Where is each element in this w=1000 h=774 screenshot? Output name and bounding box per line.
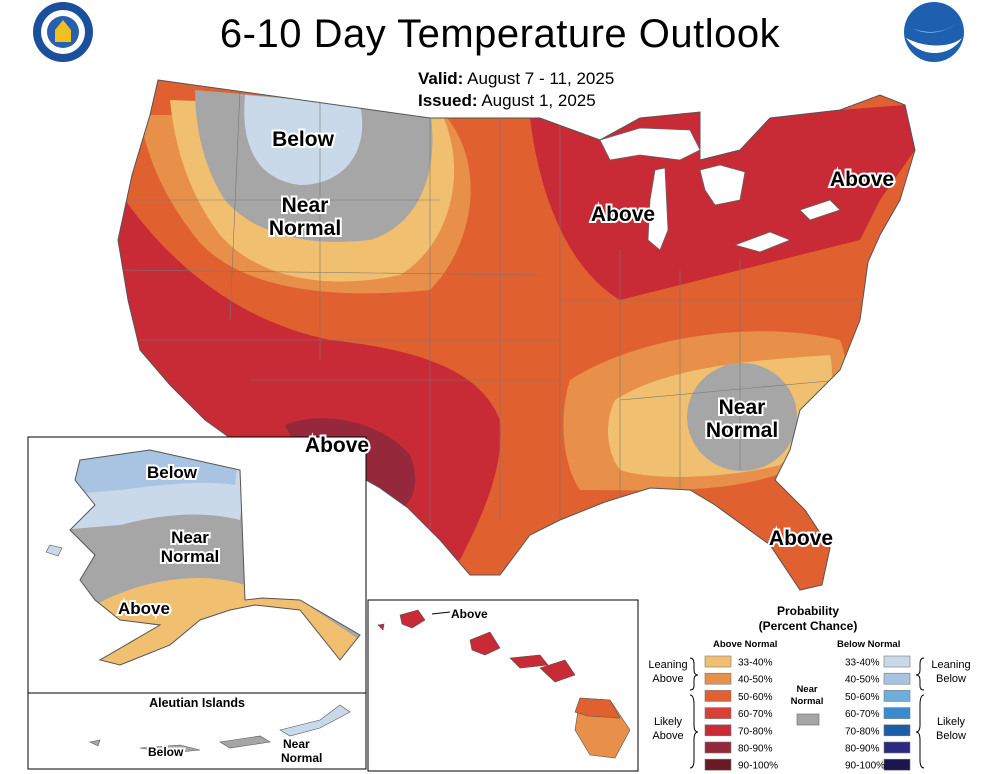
legend-leaning-above-2: Above	[652, 673, 683, 685]
conus-label-near-1: Near	[282, 194, 329, 217]
legend-above-range-6: 80-90%	[738, 744, 773, 755]
legend-above-range-2: 40-50%	[738, 675, 773, 686]
conus-label-normal-2: Normal	[706, 419, 778, 442]
legend-above-range-5: 70-80%	[738, 726, 773, 737]
alaska-label-near: Near	[171, 528, 209, 547]
legend-below-swatch-1	[883, 655, 911, 668]
legend-above-swatch-3	[704, 690, 732, 702]
conus-label-below: Below	[272, 128, 335, 151]
legend-below-range-1: 33-40%	[845, 658, 880, 669]
legend-above-swatch-5	[704, 724, 732, 737]
conus-label-normal-1: Normal	[269, 217, 341, 240]
legend-below-swatch-7	[883, 758, 911, 771]
department-of-commerce-seal-icon	[33, 2, 93, 62]
legend-above-swatch-6	[704, 741, 732, 754]
legend-below-range-4: 60-70%	[845, 709, 880, 720]
legend-likely-above-2: Above	[652, 730, 683, 742]
legend-above-range-7: 90-100%	[738, 761, 778, 772]
legend-likely-above-1: Likely	[654, 716, 683, 728]
legend-brace-likely-above	[689, 694, 699, 769]
legend-above-range-4: 60-70%	[738, 709, 773, 720]
issued-line: Issued: August 1, 2025	[418, 91, 596, 111]
legend-leaning-below-1: Leaning	[931, 659, 970, 671]
legend-above-swatches: 33-40% 40-50% 50-60% 60-70% 70-80% 80-90% 90-1…	[704, 655, 778, 772]
legend-leaning-above-1: Leaning	[648, 659, 687, 671]
legend-brace-likely-below	[915, 694, 925, 769]
legend-leaning-below-2: Below	[936, 673, 966, 685]
probability-legend: Probability (Percent Chance) Above Norma…	[648, 604, 970, 772]
legend-near-label-1: Near	[796, 684, 817, 695]
legend-below-swatch-2	[883, 672, 911, 685]
legend-below-range-6: 80-90%	[845, 744, 880, 755]
legend-below-swatch-3	[883, 690, 911, 702]
legend-above-range-3: 50-60%	[738, 692, 773, 703]
aleutian-label-below: Below	[148, 745, 184, 759]
hawaii-islands	[377, 609, 631, 759]
conus-shading	[118, 80, 915, 590]
great-lakes	[599, 127, 841, 253]
conus-label-near-2: Near	[719, 396, 766, 419]
legend-above-swatch-4	[704, 707, 732, 719]
legend-above-range-1: 33-40%	[738, 658, 773, 669]
legend-below-swatch-5	[883, 724, 911, 737]
issued-label: Issued:	[418, 91, 478, 110]
state-boundaries	[119, 89, 860, 560]
conus-label-above-southwest: Above	[305, 434, 369, 457]
legend-near-label-2: Normal	[791, 696, 824, 707]
conus-label-above-florida: Above	[769, 527, 833, 550]
legend-below-range-2: 40-50%	[845, 675, 880, 686]
conus-label-above-northeast: Above	[830, 168, 894, 191]
aleutian-label-normal: Normal	[281, 751, 322, 765]
issued-date: August 1, 2025	[481, 91, 596, 110]
legend-above-swatch-2	[704, 672, 732, 685]
legend-near-swatch	[796, 713, 820, 726]
legend-above-swatch-1	[704, 655, 732, 668]
legend-below-header: Below Normal	[837, 639, 900, 650]
legend-below-range-3: 50-60%	[845, 692, 880, 703]
legend-likely-below-2: Below	[936, 730, 966, 742]
conus-label-above-midwest: Above	[591, 203, 655, 226]
legend-likely-below-1: Likely	[937, 716, 966, 728]
aleutian-islands	[89, 704, 351, 754]
hawaii-label-above: Above	[451, 607, 488, 621]
valid-line: Valid: August 7 - 11, 2025	[418, 69, 614, 89]
legend-below-swatches: 33-40% 40-50% 50-60% 60-70% 70-80% 80-90% 90-1…	[845, 655, 911, 772]
legend-below-swatch-6	[883, 741, 911, 754]
alaska-label-normal: Normal	[161, 547, 220, 566]
legend-above-swatch-7	[704, 758, 732, 771]
legend-below-range-7: 90-100%	[845, 761, 885, 772]
noaa-logo-icon	[904, 2, 964, 62]
legend-subtitle: (Percent Chance)	[759, 619, 858, 633]
valid-dates: August 7 - 11, 2025	[467, 69, 615, 88]
page-title: 6-10 Day Temperature Outlook	[219, 12, 781, 56]
alaska-label-above: Above	[118, 599, 170, 618]
legend-below-range-5: 70-80%	[845, 726, 880, 737]
legend-above-header: Above Normal	[713, 639, 777, 650]
legend-title: Probability	[777, 604, 839, 618]
legend-below-swatch-4	[883, 707, 911, 719]
valid-label: Valid:	[418, 69, 464, 88]
legend-brace-leaning-below	[915, 657, 925, 691]
alaska-label-below: Below	[147, 463, 198, 482]
aleutian-title: Aleutian Islands	[149, 696, 245, 710]
legend-brace-leaning-above	[689, 657, 699, 691]
aleutian-label-near: Near	[283, 737, 310, 751]
